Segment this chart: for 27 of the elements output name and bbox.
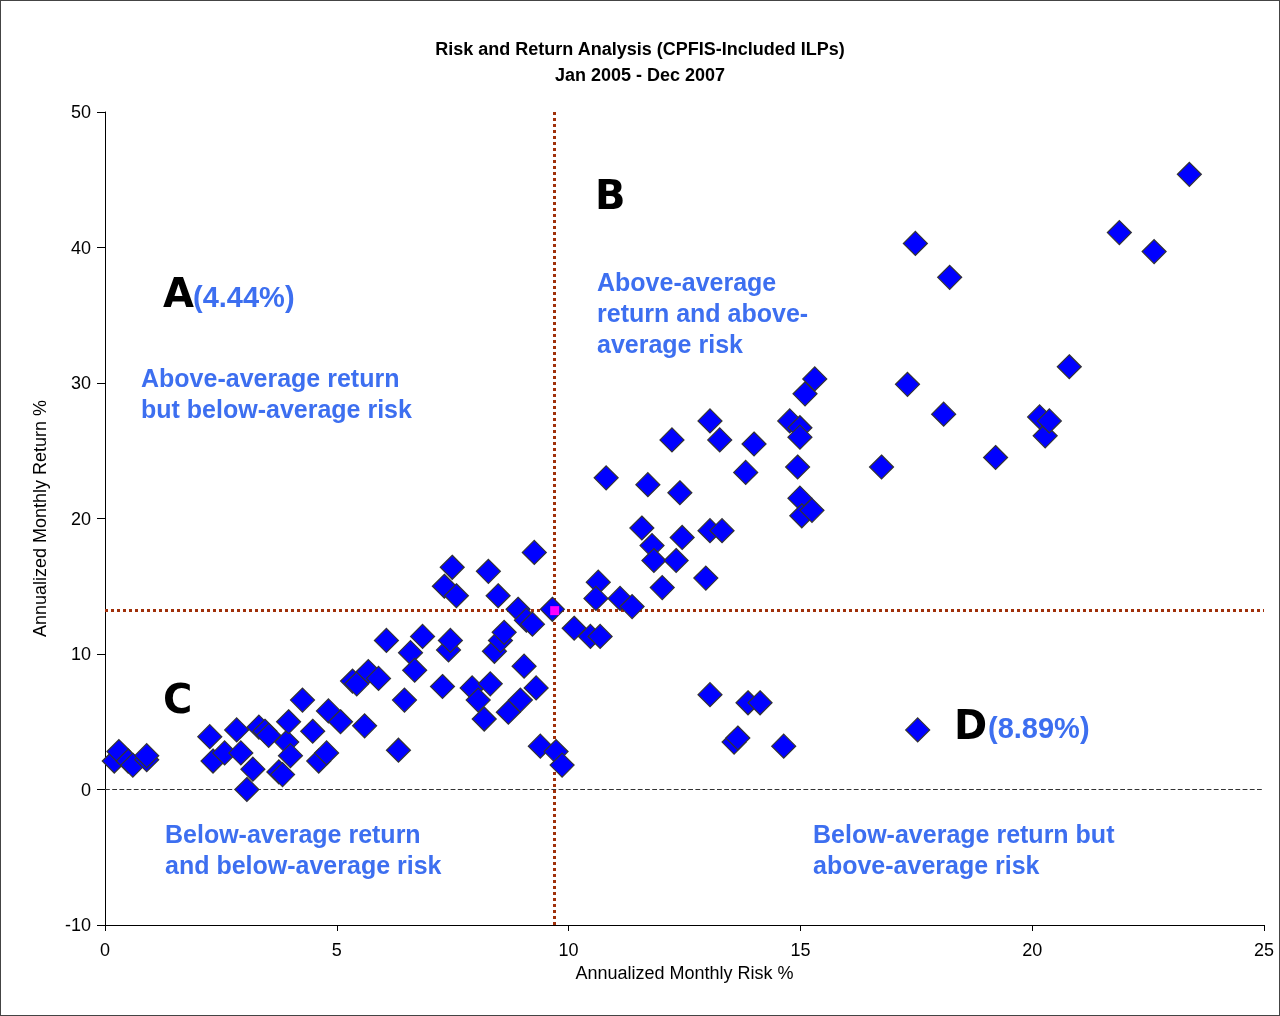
y-tick-label: -10	[64, 915, 91, 935]
y-tick-label: 20	[70, 508, 91, 529]
x-tick-label: 10	[558, 940, 579, 960]
y-tick-label: 40	[70, 237, 91, 258]
chart-subtitle: Jan 2005 - Dec 2007	[554, 65, 726, 85]
x-tick-label: 20	[1022, 940, 1043, 960]
annotation: Below-average return and below-average risk	[165, 819, 442, 879]
y-tick-label: 10	[70, 644, 91, 664]
y-tick-label: 0	[80, 779, 91, 800]
annotation: A	[163, 270, 194, 316]
annotation: Above-average return but below-average risk	[141, 363, 413, 423]
annotation: (4.44%)	[193, 280, 295, 313]
annotation: C	[163, 676, 193, 722]
y-tick-label: 30	[70, 373, 91, 393]
annotation: D	[954, 702, 988, 748]
annotation: B	[595, 172, 626, 218]
chart-title: Risk and Return Analysis (CPFIS-Included ILPs)	[435, 39, 845, 59]
y-axis-title: Annualized Monthly Return %	[30, 399, 50, 638]
annotation: Above-average return and above- average risk	[597, 267, 809, 358]
x-tick-label: 0	[99, 940, 111, 960]
x-tick-label: 15	[790, 940, 811, 960]
x-tick-label: 25	[1253, 940, 1275, 960]
annotation: Below-average return but above-average risk	[813, 819, 1116, 879]
x-axis-title: Annualized Monthly Risk %	[575, 962, 794, 983]
annotation: (8.89%)	[988, 711, 1090, 744]
y-tick-label: 50	[70, 102, 91, 122]
x-tick-label: 5	[331, 940, 342, 960]
